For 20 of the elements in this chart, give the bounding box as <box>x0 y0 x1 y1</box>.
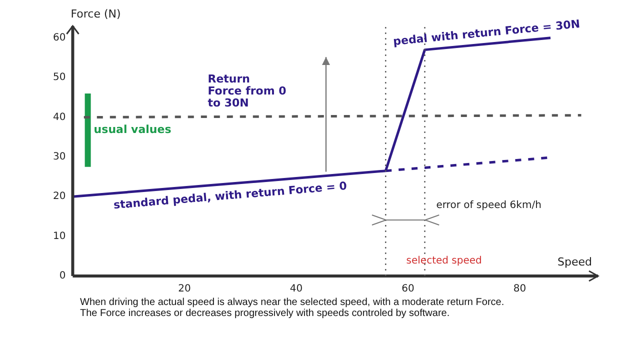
x-axis-title: Speed <box>558 255 592 268</box>
x-tick-label: 40 <box>290 284 303 295</box>
x-tick-label: 60 <box>402 284 414 295</box>
annotation: Return Force from 0 to 30N <box>208 72 287 110</box>
y-axis-title: Force (N) <box>70 7 121 20</box>
x-tick-label: 80 <box>513 284 526 295</box>
annotation: error of speed 6km/h <box>436 200 542 211</box>
text: When driving the actual speed is always near the selected speed, with a moderate return Force. The Force increases or decreases progressively with speeds controled by software. <box>80 297 506 319</box>
y-tick-label: 50 <box>52 72 66 84</box>
y-tick-label: 30 <box>52 152 66 163</box>
y-tick-label: 20 <box>52 191 66 202</box>
y-tick-label: 10 <box>52 230 66 242</box>
series-label: standard pedal, with return Force = 0 <box>113 179 348 212</box>
x-tick-label: 20 <box>178 284 191 295</box>
text: pedal with return Force = 30N <box>392 17 581 48</box>
y-tick-label: 0 <box>59 270 66 282</box>
series-label: usual values <box>94 123 172 136</box>
annotation: selected speed <box>406 256 482 267</box>
y-tick-label: 60 <box>52 32 66 44</box>
y-tick-label: 40 <box>52 112 66 123</box>
